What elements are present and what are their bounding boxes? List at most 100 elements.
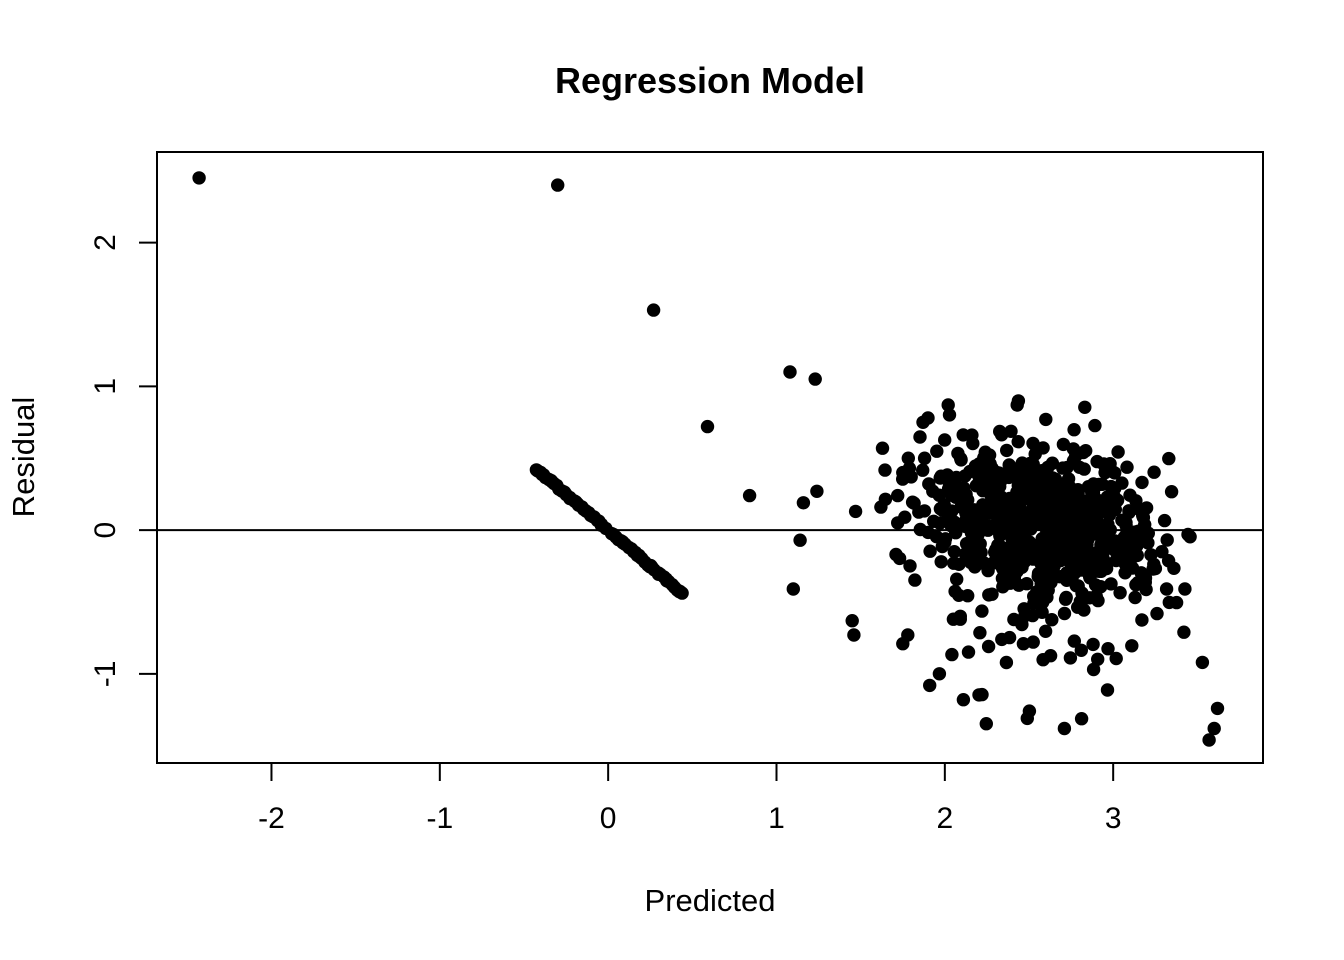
data-point [913, 430, 927, 444]
data-point [1076, 445, 1091, 460]
data-point [901, 628, 915, 642]
data-point [938, 433, 952, 447]
x-tick-label: 2 [936, 802, 953, 835]
data-point [1110, 542, 1124, 556]
data-point [934, 555, 948, 569]
data-point [1078, 400, 1092, 414]
data-point [847, 628, 861, 642]
data-point [1021, 512, 1035, 527]
x-axis: -2 -1 0 1 2 3 [258, 763, 1122, 835]
data-point [1000, 443, 1014, 458]
data-point [952, 557, 966, 571]
data-point [1019, 577, 1034, 591]
data-point [1164, 485, 1179, 499]
data-point [675, 586, 689, 600]
data-point [941, 398, 955, 412]
data-point [845, 614, 859, 628]
data-point [964, 555, 978, 570]
data-point [1183, 530, 1197, 544]
data-point [1160, 533, 1174, 547]
data-point [875, 441, 890, 455]
data-point [923, 544, 937, 558]
x-tick-label: 1 [768, 802, 785, 835]
data-point [1071, 579, 1085, 593]
data-point [1115, 513, 1129, 527]
data-point [956, 693, 971, 707]
data-point [966, 436, 980, 451]
data-point [916, 463, 930, 477]
data-point [904, 470, 918, 484]
data-point [796, 496, 811, 510]
data-point [1056, 437, 1071, 452]
data-point [993, 424, 1007, 439]
data-point [1015, 617, 1029, 632]
y-tick-label: 1 [89, 378, 122, 395]
data-point [952, 588, 966, 602]
data-point [793, 533, 807, 547]
data-point [1086, 662, 1101, 677]
data-point [1120, 460, 1134, 474]
data-point [1065, 569, 1080, 583]
chart-title: Regression Model [555, 60, 865, 101]
data-point [700, 419, 715, 434]
data-point [1130, 531, 1145, 546]
x-tick-label: -1 [426, 802, 453, 835]
data-point [927, 514, 941, 528]
y-tick-label: 2 [89, 234, 122, 251]
data-point [1095, 477, 1110, 491]
data-point [1125, 639, 1139, 653]
data-point [646, 303, 661, 317]
data-point [551, 178, 565, 192]
data-point [1101, 642, 1115, 656]
data-point [1094, 538, 1108, 552]
data-point [1210, 701, 1225, 716]
data-point [942, 408, 957, 422]
data-point [1071, 486, 1085, 501]
data-point [1138, 571, 1153, 585]
data-point [1135, 475, 1149, 490]
data-point [891, 516, 905, 530]
data-point [964, 526, 979, 540]
data-point [923, 678, 937, 693]
data-point [1037, 535, 1052, 549]
data-point [1088, 578, 1103, 592]
data-point [973, 626, 987, 640]
data-point [1150, 606, 1164, 621]
data-point [1089, 589, 1103, 603]
data-point [938, 535, 952, 549]
x-tick-label: 0 [600, 802, 617, 835]
data-point [1025, 481, 1039, 495]
data-point [1100, 490, 1115, 504]
data-point [1162, 451, 1176, 466]
data-point [975, 604, 989, 618]
data-point [808, 372, 822, 386]
data-point [1036, 653, 1050, 667]
data-point [1075, 518, 1090, 533]
data-point [1067, 634, 1082, 648]
data-point [941, 482, 956, 496]
x-tick-label: 3 [1105, 802, 1122, 835]
data-point [943, 513, 958, 527]
data-point [901, 451, 915, 465]
data-point [1135, 613, 1149, 627]
data-point [908, 573, 922, 587]
data-point [976, 484, 990, 498]
data-point [1026, 635, 1040, 649]
data-point [947, 545, 961, 559]
data-point [1047, 559, 1061, 573]
data-point [1144, 548, 1158, 562]
data-point [992, 466, 1006, 480]
data-point [1039, 412, 1053, 427]
data-point [848, 504, 863, 519]
data-point [921, 411, 935, 425]
data-point [933, 471, 947, 485]
data-point [1062, 548, 1076, 563]
data-point [1088, 508, 1102, 522]
x-axis-label: Predicted [645, 883, 776, 918]
data-point [1057, 521, 1072, 535]
data-point [1006, 510, 1021, 524]
y-axis: -1 0 1 2 [89, 234, 157, 687]
data-point [930, 444, 944, 458]
data-point [1202, 733, 1216, 747]
data-point [1207, 721, 1221, 736]
